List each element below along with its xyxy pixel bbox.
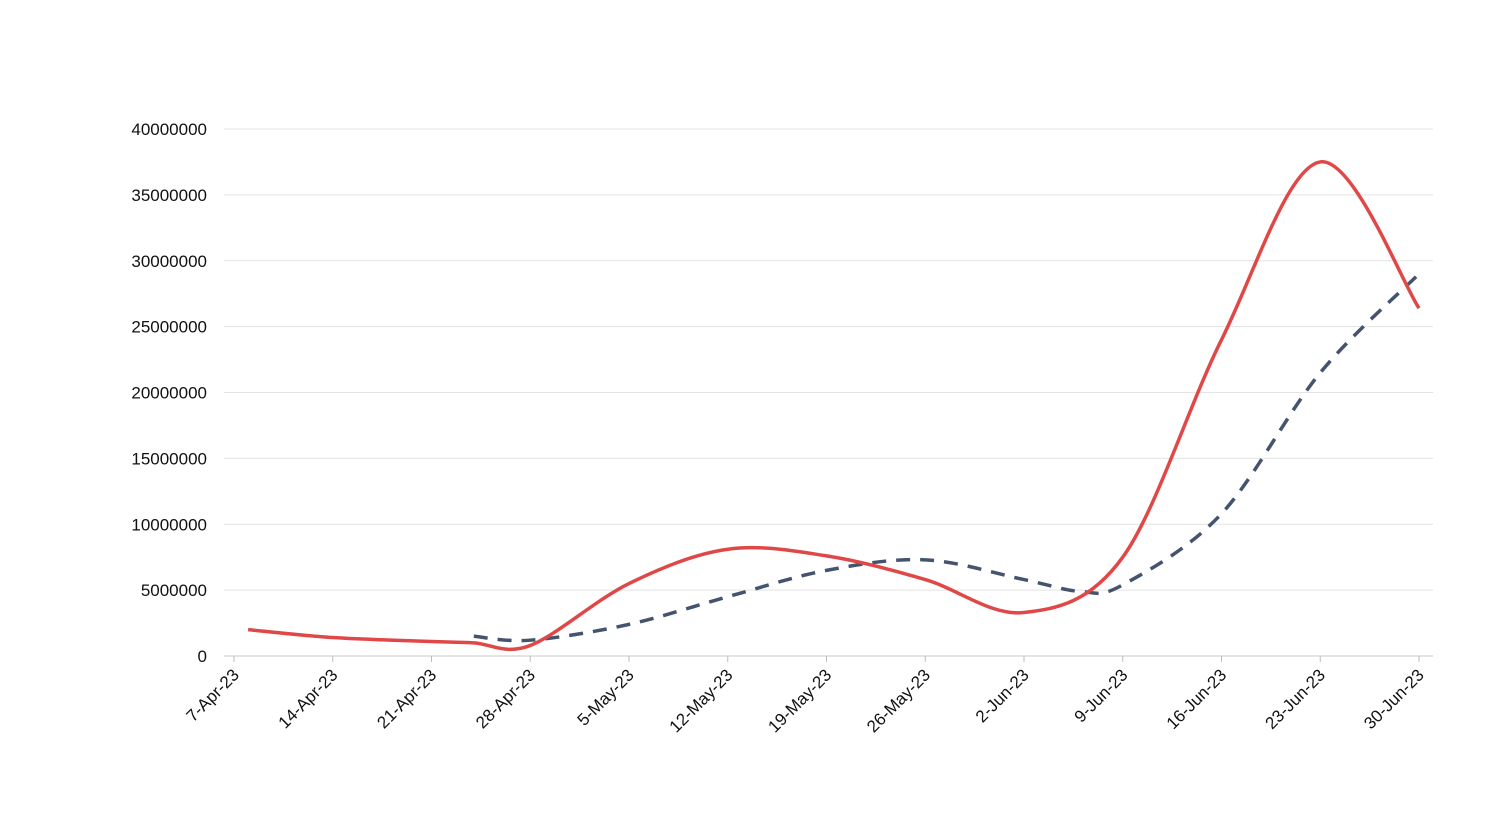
x-tick-label: 26-May-23: [863, 665, 934, 736]
x-tick-label: 16-Jun-23: [1163, 665, 1231, 733]
x-tick-label: 14-Apr-23: [275, 665, 342, 732]
x-tick-label: 19-May-23: [764, 665, 835, 736]
x-axis: 7-Apr-23 14-Apr-23 21-Apr-23 28-Apr-23 5-May…: [183, 656, 1428, 736]
y-tick-label: 10000000: [131, 515, 207, 534]
y-tick-label: 35000000: [131, 186, 207, 205]
x-tick-label: 21-Apr-23: [373, 665, 440, 732]
x-tick-label: 2-Jun-23: [972, 665, 1033, 726]
y-tick-label: 5000000: [141, 581, 207, 600]
gridlines: [224, 128, 1433, 657]
dashed-series-line: [473, 272, 1421, 643]
x-tick-label: 30-Jun-23: [1360, 665, 1428, 733]
x-tick-label: 5-May-23: [574, 665, 638, 729]
x-tick-label: 12-May-23: [666, 665, 737, 736]
y-tick-label: 30000000: [131, 252, 207, 271]
y-tick-label: 0: [198, 647, 207, 666]
series-layer: [247, 160, 1421, 652]
y-tick-label: 20000000: [131, 384, 207, 403]
y-tick-label: 40000000: [131, 120, 207, 139]
y-axis: 0 5000000 10000000 15000000 20000000 25000000…: [131, 120, 207, 666]
solid-series-line: [247, 160, 1421, 652]
y-tick-label: 15000000: [131, 449, 207, 468]
x-tick-label: 7-Apr-23: [183, 665, 243, 725]
x-tick-label: 9-Jun-23: [1071, 665, 1132, 726]
y-tick-label: 25000000: [131, 318, 207, 337]
x-tick-label: 28-Apr-23: [472, 665, 539, 732]
x-tick-label: 23-Jun-23: [1262, 665, 1330, 733]
